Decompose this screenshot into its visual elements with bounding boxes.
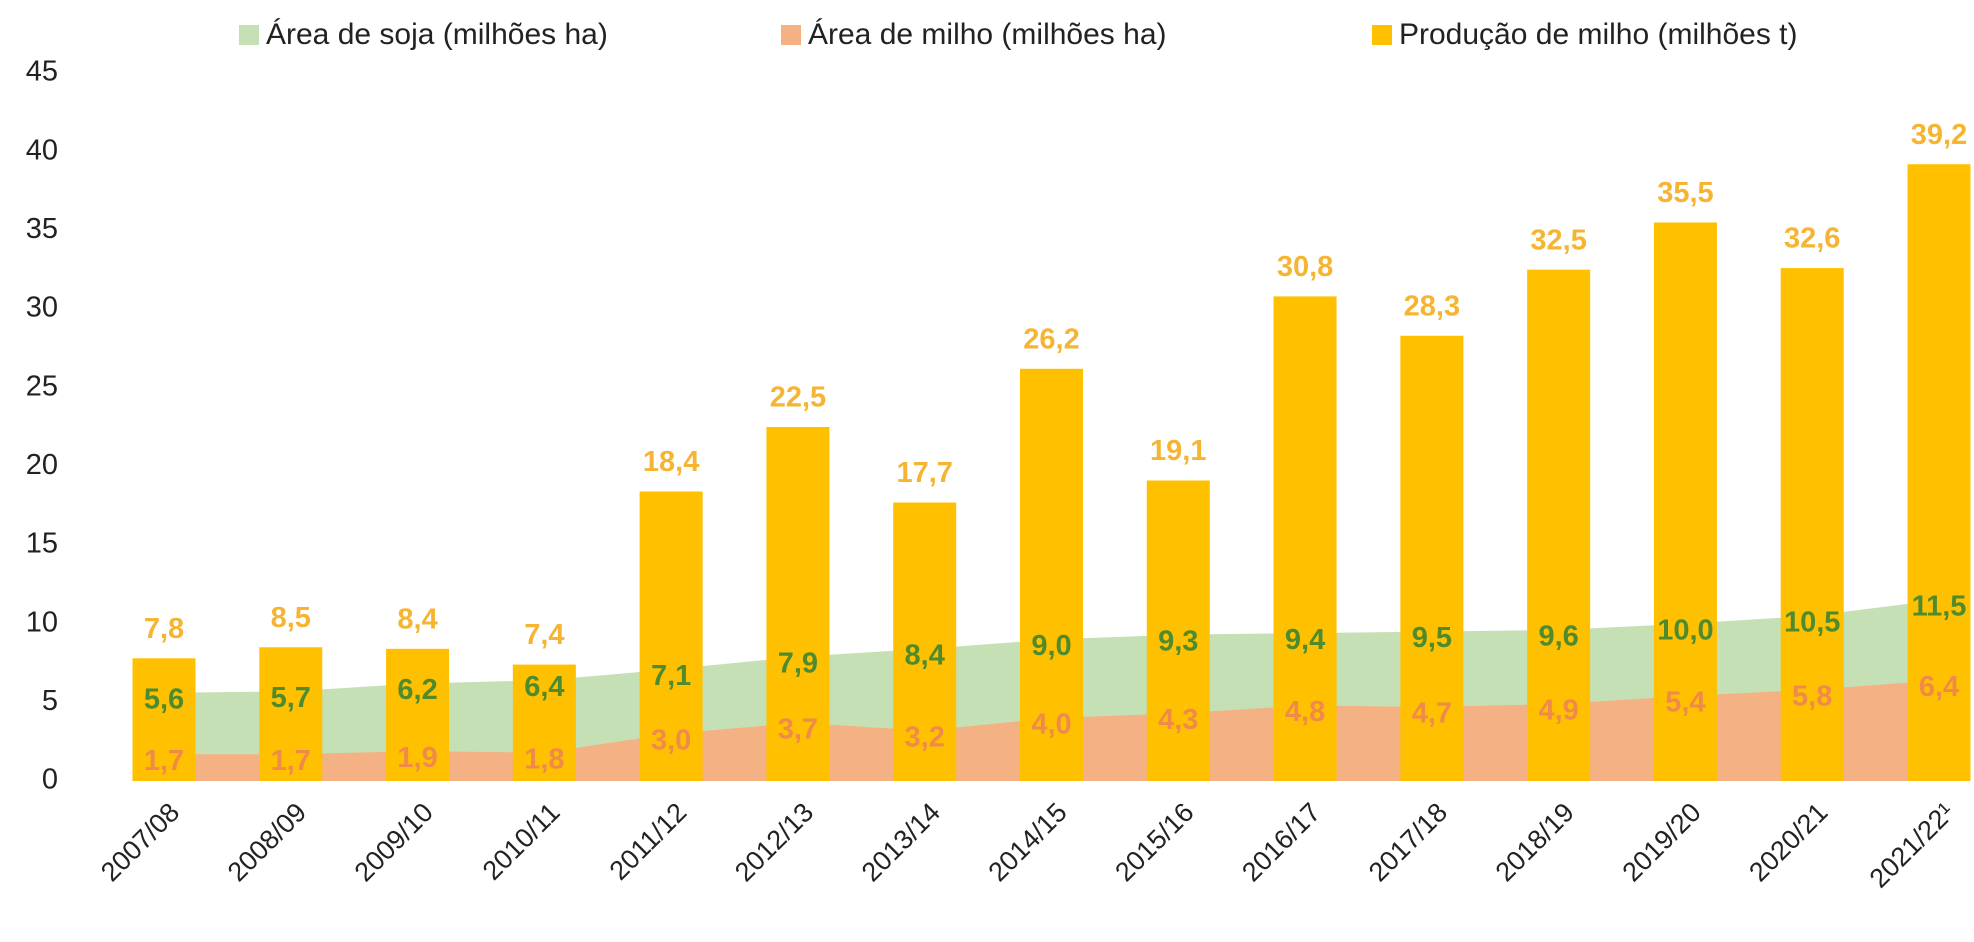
value-label: 9,5 (1412, 622, 1452, 654)
value-label: 4,0 (1031, 709, 1071, 741)
value-label: 22,5 (770, 382, 826, 414)
bar (1907, 164, 1971, 782)
value-label: 8,4 (905, 639, 945, 671)
y-tick-label: 15 (26, 528, 58, 560)
value-label: 7,1 (651, 660, 691, 692)
value-label: 5,7 (271, 682, 311, 714)
legend-label: Produção de milho (milhões t) (1399, 18, 1798, 51)
value-label: 4,3 (1158, 704, 1198, 736)
value-label: 17,7 (896, 457, 952, 489)
value-label: 19,1 (1150, 435, 1206, 467)
value-label: 28,3 (1404, 290, 1460, 322)
x-tick-label: 2009/10 (349, 797, 439, 887)
bar (893, 502, 957, 781)
bar (639, 491, 703, 781)
value-label: 4,8 (1285, 696, 1325, 728)
value-label: 4,7 (1412, 698, 1452, 730)
bar (259, 647, 323, 781)
x-tick-label: 2018/19 (1490, 797, 1580, 887)
bar (766, 427, 830, 781)
value-label: 11,5 (1912, 591, 1967, 623)
x-tick-label: 2019/20 (1616, 797, 1706, 887)
y-tick-label: 40 (26, 134, 58, 166)
bar (1780, 268, 1844, 781)
value-label: 3,0 (651, 724, 691, 756)
bar (1653, 222, 1717, 781)
x-tick-label: 2014/15 (983, 797, 1073, 887)
bar (1020, 368, 1083, 781)
value-label: 9,3 (1158, 625, 1198, 657)
x-tick-label: 2012/13 (729, 797, 819, 887)
x-tick-label: 2011/12 (604, 797, 693, 886)
y-tick-label: 10 (26, 606, 58, 638)
y-tick-label: 25 (26, 370, 58, 402)
y-tick-label: 35 (26, 213, 58, 245)
value-label: 8,4 (397, 603, 437, 635)
value-label: 3,7 (778, 713, 818, 745)
value-label: 8,5 (271, 602, 311, 634)
value-label: 26,2 (1023, 323, 1079, 355)
bar (386, 648, 450, 781)
legend-swatch (781, 25, 801, 45)
x-tick-label: 2020/21 (1743, 797, 1833, 887)
x-tick-label: 2016/17 (1236, 797, 1326, 887)
y-tick-label: 5 (42, 685, 58, 717)
x-tick-label: 2010/11 (477, 797, 566, 886)
value-label: 10,5 (1784, 606, 1840, 638)
x-tick-label: 2017/18 (1363, 797, 1453, 887)
value-label: 6,4 (1919, 671, 1959, 703)
bar (1273, 296, 1337, 781)
value-label: 39,2 (1911, 119, 1967, 151)
y-tick-label: 20 (26, 449, 58, 481)
x-tick-label: 2007/08 (95, 797, 185, 887)
bar (1400, 335, 1464, 781)
bar (1527, 269, 1591, 781)
value-label: 6,2 (397, 674, 437, 706)
x-tick-label: 2013/14 (856, 797, 946, 887)
value-label: 7,9 (778, 647, 818, 679)
value-label: 10,0 (1657, 614, 1713, 646)
value-label: 35,5 (1657, 177, 1713, 209)
value-label: 9,6 (1538, 621, 1578, 653)
y-tick-label: 0 (42, 764, 58, 796)
bar (512, 664, 576, 781)
value-label: 5,6 (144, 684, 184, 716)
value-label: 7,4 (524, 619, 564, 651)
value-label: 1,9 (397, 742, 437, 774)
value-label: 30,8 (1277, 251, 1333, 283)
y-tick-label: 45 (26, 56, 58, 88)
legend-label: Área de milho (milhões ha) (808, 18, 1167, 51)
value-label: 9,4 (1285, 624, 1325, 656)
value-label: 18,4 (643, 446, 699, 478)
value-label: 32,6 (1784, 223, 1840, 255)
value-label: 9,0 (1031, 630, 1071, 662)
value-label: 1,7 (144, 745, 184, 777)
legend-swatch (239, 25, 259, 45)
value-label: 5,4 (1665, 687, 1705, 719)
y-tick-label: 30 (26, 292, 58, 324)
value-label: 6,4 (524, 671, 564, 703)
value-label: 1,8 (524, 743, 564, 775)
legend-swatch (1372, 25, 1392, 45)
value-label: 4,9 (1538, 695, 1578, 727)
value-label: 3,2 (905, 721, 945, 753)
legend-label: Área de soja (milhões ha) (266, 18, 608, 51)
bar (1146, 480, 1210, 781)
value-label: 5,8 (1792, 680, 1832, 712)
x-tick-label: 2015/16 (1109, 797, 1199, 887)
value-label: 7,8 (144, 613, 184, 645)
value-label: 1,7 (271, 745, 311, 777)
bar (132, 658, 196, 781)
value-label: 32,5 (1530, 224, 1586, 256)
x-tick-label: 2008/09 (222, 797, 312, 887)
x-tick-label: 2021/22¹ (1864, 797, 1961, 894)
